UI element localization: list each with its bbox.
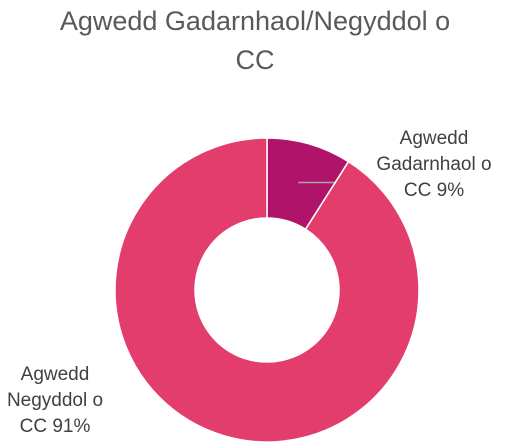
chart-title: Agwedd Gadarnhaol/Negyddol o CC bbox=[59, 6, 451, 75]
label-value: 9% bbox=[436, 180, 465, 201]
data-label: Agwedd Negyddol o CC 91% bbox=[2, 362, 108, 440]
data-label: Agwedd Gadarnhaol o CC 9% bbox=[372, 126, 496, 204]
label-category: Agwedd Negyddol o CC bbox=[6, 364, 104, 437]
label-category: Agwedd Gadarnhaol o CC bbox=[376, 128, 492, 201]
donut-slice bbox=[114, 137, 420, 443]
label-value: 91% bbox=[52, 416, 91, 437]
